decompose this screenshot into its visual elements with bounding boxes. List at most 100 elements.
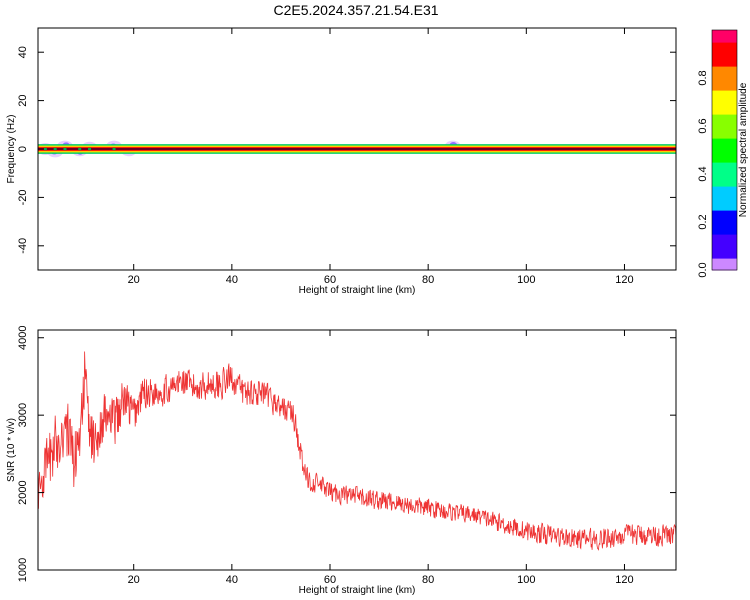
colorbar-cell — [712, 134, 737, 137]
colorbar-cell — [712, 118, 737, 121]
colorbar-cell — [712, 170, 737, 173]
colorbar-cell — [712, 228, 737, 231]
colorbar-cell — [712, 262, 737, 265]
colorbar-cell — [712, 184, 737, 187]
snr-x-label: Height of straight line (km) — [299, 585, 416, 596]
colorbar-label: Normalized spectral amplitude — [738, 82, 749, 217]
colorbar-cell — [712, 102, 737, 105]
colorbar-cell — [712, 72, 737, 75]
colorbar-cell — [712, 220, 737, 223]
colorbar-cell — [712, 180, 737, 183]
snr-y-ticks: 1000 2000 3000 4000 — [17, 325, 676, 582]
colorbar-cell — [712, 200, 737, 203]
colorbar-cell — [712, 76, 737, 79]
colorbar-cell — [712, 182, 737, 185]
colorbar-cell — [712, 240, 737, 243]
spectrogram-panel: 20 40 60 80 100 120 -40 -20 0 20 40 Height of str… — [6, 27, 677, 296]
colorbar-cell — [712, 70, 737, 73]
colorbar-cell — [712, 192, 737, 195]
band-speckle — [43, 147, 47, 151]
colorbar-cell — [712, 146, 737, 149]
band-speckle — [88, 147, 92, 151]
colorbar-cell — [712, 268, 737, 271]
colorbar-cell — [712, 188, 737, 191]
x-tick-label: 100 — [517, 274, 535, 286]
colorbar-cell — [712, 38, 737, 41]
colorbar-cell — [712, 166, 737, 169]
spectrogram-x-label: Height of straight line (km) — [299, 285, 416, 296]
colorbar-cell — [712, 194, 737, 197]
spectrogram-y-ticks: -40 -20 0 20 40 — [17, 46, 676, 254]
colorbar-cell — [712, 68, 737, 71]
colorbar-cell — [712, 110, 737, 113]
snr-y-label: SNR (10 * v/v) — [6, 418, 17, 482]
colorbar-gradient — [711, 29, 738, 271]
colorbar-cell — [712, 156, 737, 159]
y-tick-label: 1000 — [17, 558, 29, 582]
colorbar-cell — [712, 100, 737, 103]
colorbar-cell — [712, 128, 737, 131]
colorbar-tick-label: 0.2 — [697, 214, 709, 229]
colorbar-cell — [712, 66, 737, 69]
colorbar-cell — [712, 92, 737, 95]
colorbar-cell — [712, 120, 737, 123]
colorbar-tick-label: 0.0 — [697, 262, 709, 277]
colorbar-cell — [712, 212, 737, 215]
colorbar-cell — [712, 264, 737, 267]
colorbar-cell — [712, 174, 737, 177]
colorbar-cell — [712, 82, 737, 85]
colorbar-cell — [712, 56, 737, 59]
colorbar-cell — [712, 130, 737, 133]
colorbar-cell — [712, 84, 737, 87]
colorbar-cell — [712, 108, 737, 111]
band-speckle — [112, 147, 116, 151]
x-tick-label: 80 — [422, 574, 434, 586]
colorbar-cell — [712, 44, 737, 47]
y-tick-label: -40 — [17, 238, 29, 254]
colorbar-cell — [712, 202, 737, 205]
colorbar-cell — [712, 238, 737, 241]
colorbar-cell — [712, 162, 737, 165]
colorbar-cell — [712, 260, 737, 263]
colorbar-cell — [712, 116, 737, 119]
colorbar-ticks: 0.0 0.2 0.4 0.6 0.8 — [697, 70, 709, 277]
colorbar-cell — [712, 30, 737, 33]
colorbar-cell — [712, 244, 737, 247]
colorbar-cell — [712, 42, 737, 45]
colorbar-cell — [712, 124, 737, 127]
colorbar-cell — [712, 218, 737, 221]
colorbar-cell — [712, 106, 737, 109]
colorbar-cell — [712, 52, 737, 55]
colorbar-cell — [712, 40, 737, 43]
snr-x-ticks: 20 40 60 80 100 120 — [128, 330, 634, 586]
colorbar-cell — [712, 154, 737, 157]
colorbar-cell — [712, 190, 737, 193]
y-tick-label: 2000 — [17, 480, 29, 504]
colorbar-cell — [712, 242, 737, 245]
colorbar-cell — [712, 126, 737, 129]
snr-panel: 20 40 60 80 100 120 1000 2000 3000 4000 Height o… — [6, 325, 677, 596]
colorbar-cell — [712, 150, 737, 153]
colorbar-cell — [712, 98, 737, 101]
colorbar-cell — [712, 236, 737, 239]
colorbar-cell — [712, 224, 737, 227]
colorbar-cell — [712, 136, 737, 139]
colorbar-cell — [712, 62, 737, 65]
x-tick-label: 40 — [226, 274, 238, 286]
colorbar-cell — [712, 216, 737, 219]
colorbar-cell — [712, 176, 737, 179]
colorbar-tick-label: 0.4 — [697, 166, 709, 181]
y-tick-label: 4000 — [17, 325, 29, 349]
y-tick-label: 20 — [17, 94, 29, 106]
spectrogram-x-ticks: 20 40 60 80 100 120 — [128, 28, 634, 286]
colorbar-cell — [712, 258, 737, 261]
x-tick-label: 120 — [615, 274, 633, 286]
colorbar-cell — [712, 148, 737, 151]
snr-series-line — [37, 351, 677, 551]
colorbar-cell — [712, 104, 737, 107]
colorbar-cell — [712, 250, 737, 253]
band-speckle — [53, 147, 57, 151]
colorbar-cell — [712, 78, 737, 81]
y-tick-label: 0 — [17, 146, 29, 152]
spectrogram-y-label: Frequency (Hz) — [6, 115, 17, 184]
